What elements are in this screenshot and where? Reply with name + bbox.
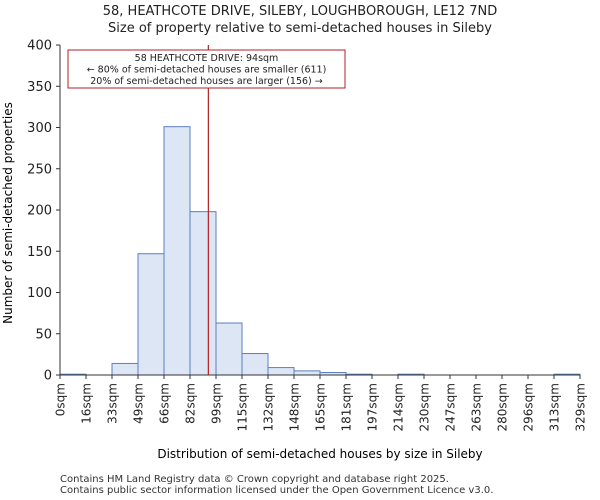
y-tick-label: 350	[27, 80, 52, 95]
bar-115sqm	[241, 353, 269, 376]
x-tick-label: 230sqm	[418, 383, 432, 431]
chart-subtitle: Size of property relative to semi-detach…	[108, 21, 492, 36]
x-tick-label: 99sqm	[210, 383, 224, 424]
chart-title: 58, HEATHCOTE DRIVE, SILEBY, LOUGHBOROUG…	[102, 4, 498, 19]
x-tick-label: 263sqm	[470, 383, 484, 431]
x-tick-label: 313sqm	[548, 383, 562, 431]
x-tick-label: 66sqm	[158, 383, 172, 424]
annotation-line: 20% of semi-detached houses are larger (…	[90, 76, 323, 87]
x-tick-label: 16sqm	[80, 383, 94, 424]
x-axis-label: Distribution of semi-detached houses by …	[157, 447, 482, 461]
x-tick-label: 148sqm	[288, 383, 302, 431]
annotation-box	[67, 49, 346, 89]
x-tick-label: 165sqm	[314, 383, 328, 431]
x-tick-label: 329sqm	[574, 383, 588, 431]
x-tick-label: 247sqm	[444, 383, 458, 431]
bar-148sqm	[293, 370, 321, 376]
footer-licence: Contains public sector information licen…	[60, 485, 494, 496]
x-tick-label: 296sqm	[522, 383, 536, 431]
footer-copyright: Contains HM Land Registry data © Crown c…	[60, 474, 449, 485]
y-tick-label: 50	[35, 327, 52, 342]
bar-33sqm	[111, 362, 139, 376]
bar-49sqm	[137, 253, 165, 376]
x-tick-label: 33sqm	[106, 383, 120, 424]
y-tick-label: 0	[44, 369, 52, 384]
y-tick-label: 400	[27, 39, 52, 54]
bar-82sqm	[189, 211, 217, 376]
y-tick-label: 200	[27, 204, 52, 219]
y-tick-label: 100	[27, 286, 52, 301]
y-axis-label: Number of semi-detached properties	[1, 102, 15, 324]
y-tick-label: 250	[27, 162, 52, 177]
x-tick-label: 82sqm	[184, 383, 198, 424]
y-tick-label: 300	[27, 121, 52, 136]
bar-99sqm	[215, 322, 243, 376]
x-tick-label: 214sqm	[392, 383, 406, 431]
x-tick-label: 132sqm	[262, 383, 276, 431]
x-tick-label: 280sqm	[496, 383, 510, 431]
x-tick-label: 0sqm	[54, 383, 68, 416]
bar-132sqm	[267, 367, 295, 376]
x-tick-label: 197sqm	[366, 383, 380, 431]
x-tick-label: 181sqm	[340, 383, 354, 431]
annotation-line: ← 80% of semi-detached houses are smalle…	[87, 65, 327, 76]
bar-66sqm	[163, 126, 191, 376]
annotation-line: 58 HEATHCOTE DRIVE: 94sqm	[135, 53, 279, 64]
y-tick-label: 150	[27, 245, 52, 260]
x-tick-label: 115sqm	[236, 383, 250, 431]
x-tick-label: 49sqm	[132, 383, 146, 424]
